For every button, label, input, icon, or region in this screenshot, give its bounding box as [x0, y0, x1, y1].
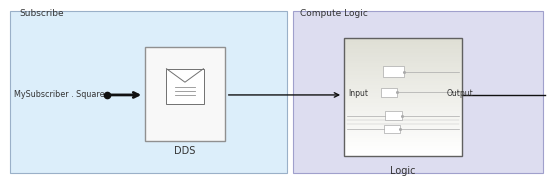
Text: DDS: DDS — [174, 146, 196, 156]
Text: MySubscriber . Square: MySubscriber . Square — [14, 90, 104, 99]
FancyBboxPatch shape — [344, 128, 462, 130]
FancyBboxPatch shape — [344, 148, 462, 150]
FancyBboxPatch shape — [344, 42, 462, 44]
FancyBboxPatch shape — [381, 88, 397, 97]
FancyBboxPatch shape — [344, 150, 462, 152]
FancyBboxPatch shape — [344, 132, 462, 134]
Text: Output: Output — [447, 89, 473, 99]
FancyBboxPatch shape — [344, 123, 462, 124]
FancyBboxPatch shape — [344, 136, 462, 138]
FancyBboxPatch shape — [344, 49, 462, 52]
FancyBboxPatch shape — [344, 124, 462, 126]
Text: Compute Logic: Compute Logic — [300, 9, 368, 18]
FancyBboxPatch shape — [344, 146, 462, 148]
FancyBboxPatch shape — [344, 87, 462, 89]
FancyBboxPatch shape — [293, 11, 543, 173]
FancyBboxPatch shape — [344, 67, 462, 69]
FancyBboxPatch shape — [344, 142, 462, 144]
FancyBboxPatch shape — [344, 130, 462, 132]
FancyBboxPatch shape — [344, 144, 462, 146]
FancyBboxPatch shape — [344, 75, 462, 77]
FancyBboxPatch shape — [145, 47, 225, 141]
FancyBboxPatch shape — [344, 89, 462, 91]
FancyBboxPatch shape — [344, 103, 462, 105]
FancyBboxPatch shape — [344, 152, 462, 154]
FancyBboxPatch shape — [344, 85, 462, 87]
FancyBboxPatch shape — [344, 65, 462, 67]
Text: Subscribe: Subscribe — [19, 9, 64, 18]
FancyBboxPatch shape — [344, 52, 462, 53]
FancyBboxPatch shape — [344, 45, 462, 48]
FancyBboxPatch shape — [344, 77, 462, 79]
FancyBboxPatch shape — [344, 134, 462, 136]
FancyBboxPatch shape — [10, 11, 287, 173]
FancyBboxPatch shape — [344, 44, 462, 45]
FancyBboxPatch shape — [344, 111, 462, 113]
FancyBboxPatch shape — [344, 113, 462, 115]
FancyBboxPatch shape — [344, 114, 462, 117]
FancyBboxPatch shape — [344, 117, 462, 119]
FancyBboxPatch shape — [385, 111, 402, 120]
FancyBboxPatch shape — [383, 66, 404, 77]
FancyBboxPatch shape — [384, 125, 399, 133]
FancyBboxPatch shape — [344, 126, 462, 128]
FancyBboxPatch shape — [344, 48, 462, 49]
FancyBboxPatch shape — [344, 140, 462, 142]
FancyBboxPatch shape — [344, 61, 462, 63]
FancyBboxPatch shape — [344, 138, 462, 140]
FancyBboxPatch shape — [344, 97, 462, 99]
FancyBboxPatch shape — [344, 109, 462, 111]
FancyBboxPatch shape — [344, 53, 462, 55]
FancyBboxPatch shape — [344, 69, 462, 71]
Text: Logic: Logic — [390, 166, 415, 176]
FancyBboxPatch shape — [344, 57, 462, 59]
FancyBboxPatch shape — [344, 83, 462, 85]
FancyBboxPatch shape — [344, 91, 462, 93]
FancyBboxPatch shape — [344, 38, 462, 40]
FancyBboxPatch shape — [344, 59, 462, 61]
Text: Input: Input — [348, 89, 368, 99]
FancyBboxPatch shape — [344, 95, 462, 97]
FancyBboxPatch shape — [344, 71, 462, 73]
FancyBboxPatch shape — [344, 93, 462, 95]
FancyBboxPatch shape — [344, 99, 462, 101]
FancyBboxPatch shape — [344, 73, 462, 75]
FancyBboxPatch shape — [344, 119, 462, 121]
FancyBboxPatch shape — [344, 121, 462, 123]
FancyBboxPatch shape — [344, 101, 462, 103]
FancyBboxPatch shape — [166, 69, 204, 104]
FancyBboxPatch shape — [344, 107, 462, 109]
FancyBboxPatch shape — [344, 154, 462, 156]
FancyBboxPatch shape — [344, 105, 462, 107]
FancyBboxPatch shape — [344, 40, 462, 42]
FancyBboxPatch shape — [344, 63, 462, 65]
FancyBboxPatch shape — [344, 79, 462, 81]
FancyBboxPatch shape — [344, 81, 462, 83]
FancyBboxPatch shape — [344, 55, 462, 57]
